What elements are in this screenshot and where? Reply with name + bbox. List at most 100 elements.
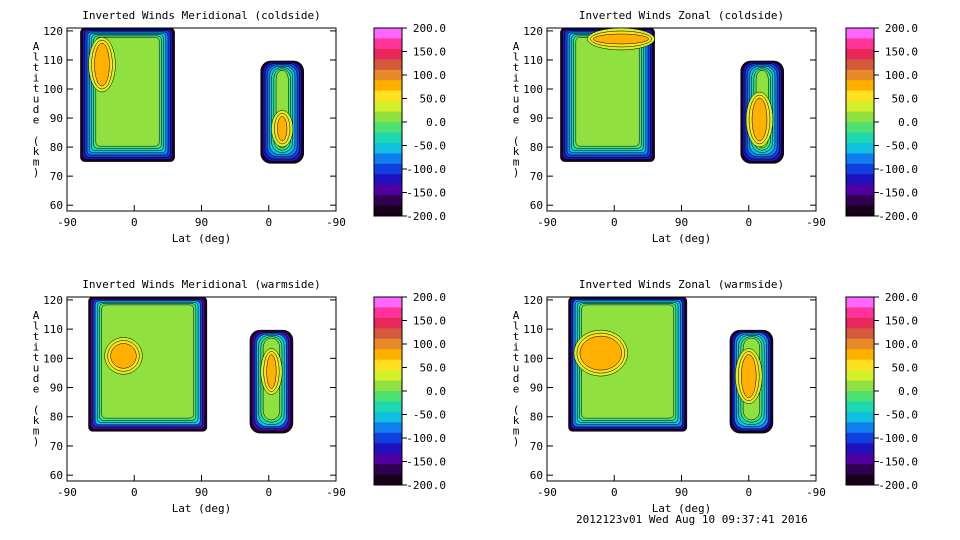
colorbar-label: 50.0 — [892, 362, 919, 375]
colorbar-label: -50.0 — [885, 409, 918, 422]
colorbar-swatch — [374, 163, 402, 175]
x-tick-label: -90 — [537, 216, 557, 229]
y-tick-label: 80 — [50, 411, 63, 424]
colorbar-swatch — [846, 338, 874, 350]
contour-core — [751, 97, 768, 142]
colorbar-label: 200.0 — [413, 22, 446, 35]
x-axis-label: Lat (deg) — [172, 502, 232, 515]
colorbar-swatch — [846, 359, 874, 371]
chart-panel-2: Inverted Winds Zonal (coldside) 60 70 80 90 1… — [513, 9, 918, 245]
x-tick-label: -90 — [326, 486, 346, 499]
y-tick-label: 110 — [43, 54, 63, 67]
contour-core — [277, 116, 288, 142]
colorbar-swatch — [846, 174, 874, 186]
y-tick-label: 110 — [43, 323, 63, 336]
colorbar-label: -200.0 — [406, 210, 446, 223]
colorbar-swatch — [374, 142, 402, 154]
colorbar-swatch — [374, 69, 402, 81]
y-tick-label: 120 — [523, 294, 543, 307]
colorbar-swatch — [846, 380, 874, 392]
colorbar-swatch — [374, 205, 402, 217]
colorbar-label: 50.0 — [892, 93, 919, 106]
chart-panel-1: Inverted Winds Meridional (coldside) 60 70… — [33, 9, 446, 245]
y-tick-label: 110 — [523, 54, 543, 67]
colorbar-swatch — [374, 453, 402, 465]
colorbar-swatch — [846, 432, 874, 444]
x-tick-label: 0 — [265, 486, 272, 499]
colorbar-swatch — [374, 174, 402, 186]
colorbar-label: 200.0 — [885, 291, 918, 304]
colorbar-swatch — [374, 122, 402, 133]
y-tick-label: 120 — [523, 25, 543, 38]
y-tick-label: 70 — [50, 170, 63, 183]
contour-core — [741, 354, 757, 398]
chart-title: Inverted Winds Meridional (warmside) — [82, 278, 320, 291]
colorbar-swatch — [846, 297, 874, 308]
colorbar-label: -100.0 — [878, 432, 918, 445]
y-tick-label: 60 — [50, 469, 63, 482]
colorbar-label: -200.0 — [878, 479, 918, 492]
x-tick-label: 0 — [131, 216, 138, 229]
colorbar-label: -50.0 — [413, 409, 446, 422]
colorbar-swatch — [374, 464, 402, 476]
colorbar-swatch — [846, 132, 874, 144]
colorbar-swatch — [374, 359, 402, 371]
contour-region — [101, 304, 194, 419]
y-tick-label: 80 — [530, 141, 543, 154]
contour-region — [575, 36, 640, 147]
colorbar-swatch — [846, 317, 874, 329]
colorbar-swatch — [846, 38, 874, 50]
colorbar-swatch — [374, 111, 402, 123]
colorbar-swatch — [846, 422, 874, 434]
colorbar-label: 100.0 — [885, 338, 918, 351]
colorbar-swatch — [374, 28, 402, 39]
y-tick-label: 90 — [50, 112, 63, 125]
y-tick-label: 70 — [530, 170, 543, 183]
x-axis-label: Lat (deg) — [652, 502, 712, 515]
colorbar-swatch — [374, 38, 402, 50]
colorbar-label: 50.0 — [420, 93, 447, 106]
colorbar-label: 0.0 — [426, 385, 446, 398]
colorbar-swatch — [846, 464, 874, 476]
x-tick-label: 90 — [675, 216, 688, 229]
colorbar-label: -150.0 — [406, 456, 446, 469]
chart-title: Inverted Winds Zonal (coldside) — [579, 9, 784, 22]
colorbar-swatch — [374, 184, 402, 196]
colorbar-label: 150.0 — [413, 46, 446, 59]
colorbar-swatch — [846, 370, 874, 382]
contour-core — [593, 33, 649, 45]
colorbar-swatch — [374, 101, 402, 113]
contour-core — [266, 354, 277, 389]
colorbar-swatch — [374, 474, 402, 486]
colorbar-label: -100.0 — [406, 432, 446, 445]
colorbar-label: 0.0 — [898, 116, 918, 129]
x-tick-label: -90 — [57, 216, 77, 229]
colorbar-swatch — [846, 205, 874, 217]
y-tick-label: 90 — [50, 382, 63, 395]
colorbar-swatch — [846, 328, 874, 340]
colorbar-swatch — [374, 443, 402, 455]
x-tick-label: 90 — [195, 216, 208, 229]
x-axis-label: Lat (deg) — [652, 232, 712, 245]
colorbar-label: 50.0 — [420, 362, 447, 375]
colorbar-swatch — [846, 153, 874, 165]
y-tick-label: 60 — [50, 199, 63, 212]
x-tick-label: 0 — [745, 486, 752, 499]
y-tick-label: 70 — [50, 440, 63, 453]
colorbar-label: 100.0 — [885, 69, 918, 82]
colorbar-swatch — [374, 48, 402, 60]
colorbar-label: -100.0 — [406, 163, 446, 176]
colorbar-label: 200.0 — [885, 22, 918, 35]
y-tick-label: 60 — [530, 469, 543, 482]
y-tick-label: 90 — [530, 112, 543, 125]
colorbar-swatch — [846, 349, 874, 361]
y-tick-label: 120 — [43, 25, 63, 38]
chart-title: Inverted Winds Meridional (coldside) — [82, 9, 320, 22]
colorbar-swatch — [846, 142, 874, 154]
colorbar-swatch — [374, 349, 402, 361]
colorbar-label: -200.0 — [406, 479, 446, 492]
colorbar-label: 150.0 — [413, 315, 446, 328]
